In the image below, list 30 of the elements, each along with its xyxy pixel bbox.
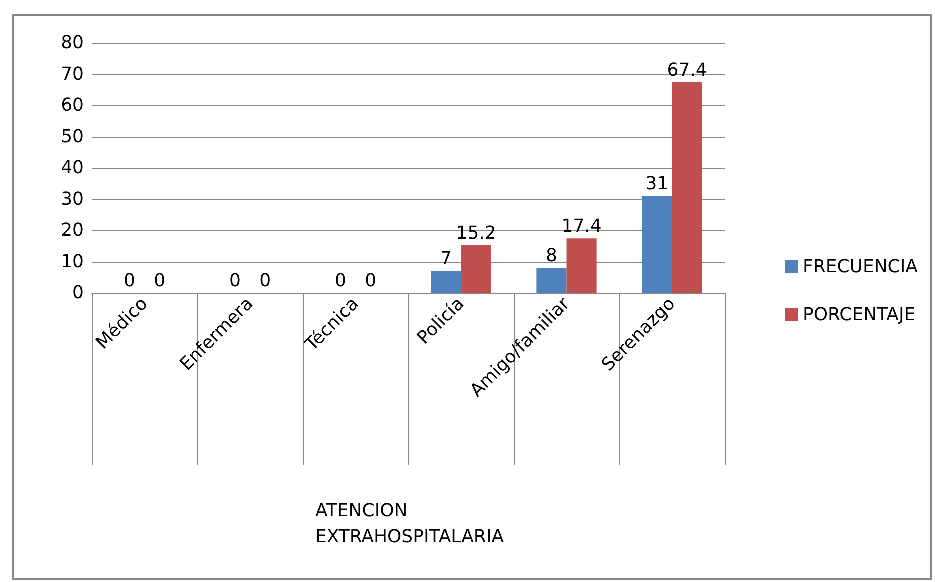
bar: [536, 268, 567, 293]
y-tick-label: 30: [61, 188, 84, 210]
y-tick-label: 40: [61, 158, 84, 178]
legend-label: PORCENTAJE: [802, 304, 916, 326]
y-tick-label: 60: [61, 95, 84, 116]
legend-label: FRECUENCIA: [802, 256, 919, 278]
bar: [672, 82, 702, 293]
data-label: 0: [154, 270, 166, 292]
text: ATENCION EXTRAHOSPITALARIA: [316, 500, 505, 548]
data-label: 31: [646, 174, 669, 195]
y-tick-label: 80: [61, 32, 84, 54]
y-tick-label: 0: [72, 282, 84, 304]
data-label: 7: [440, 248, 452, 270]
bar: [461, 246, 492, 293]
bar: [642, 196, 672, 293]
data-label: 8: [546, 246, 558, 266]
data-label: 15.2: [456, 223, 496, 244]
y-tick-label: 50: [61, 126, 84, 148]
data-label: 0: [260, 270, 272, 292]
y-tick-label: 20: [61, 220, 84, 241]
data-label: 0: [334, 270, 346, 292]
y-tick-label: 70: [61, 64, 84, 85]
data-label: 17.4: [562, 216, 602, 238]
bar: [566, 238, 597, 293]
data-label: 0: [229, 270, 241, 292]
bar: [431, 271, 462, 293]
data-label: 67.4: [667, 60, 708, 81]
data-label: 0: [365, 270, 377, 292]
data-label: 0: [124, 270, 136, 292]
y-tick-label: 10: [61, 251, 84, 272]
